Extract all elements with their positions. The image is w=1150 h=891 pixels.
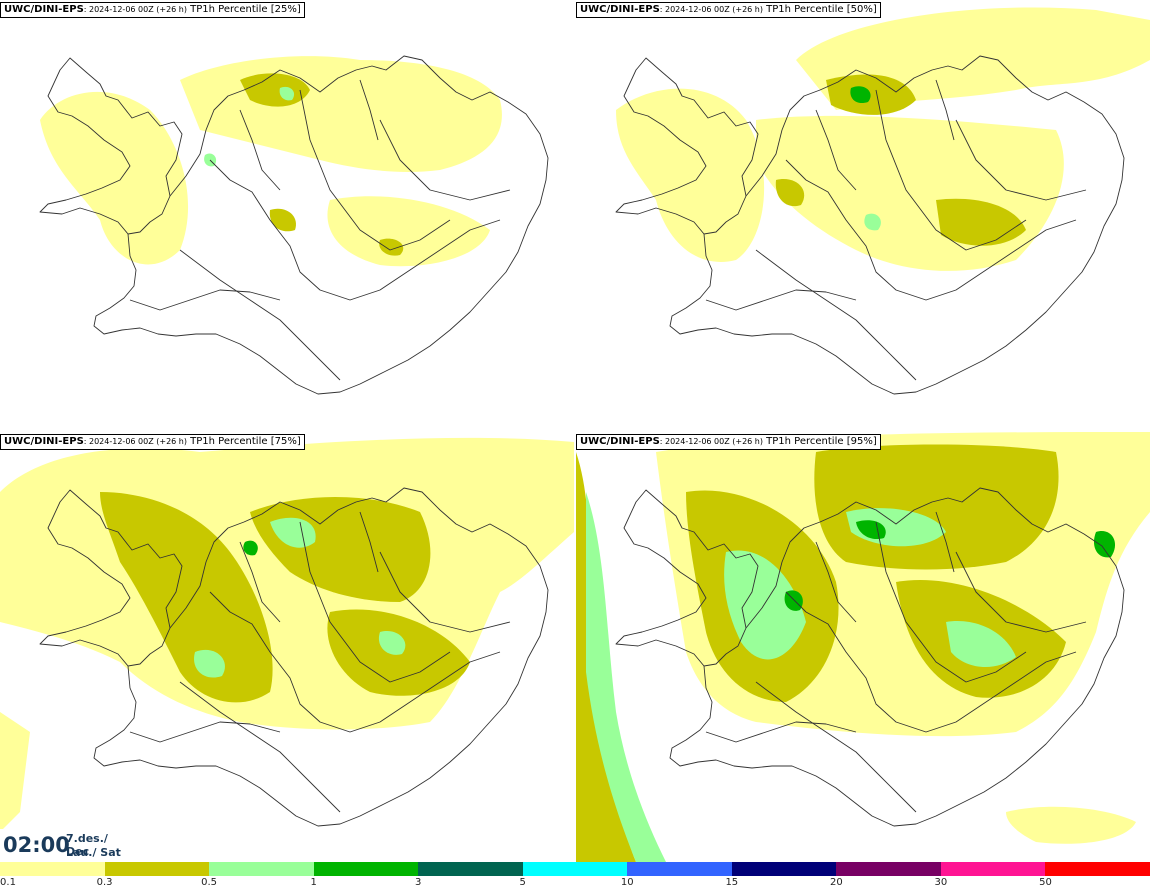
map-panel-p25: UWC/DINI-EPS: 2024-12-06 00Z (+26 h) TP1…: [0, 0, 574, 430]
field-name: TP1h Percentile [50%]: [762, 4, 877, 15]
colorbar-tick-label: 30: [934, 877, 948, 888]
colorbar-segment: [836, 862, 941, 876]
precip-map-p25: [39, 55, 549, 395]
colorbar-segment: [313, 862, 419, 876]
init-time: : 2024-12-06 00Z (+26 h): [659, 437, 763, 446]
colorbar-tick-label: 3: [414, 877, 422, 888]
precip-colorbar: [0, 862, 1150, 876]
model-name: UWC/DINI-EPS: [580, 436, 660, 447]
colorbar-segment: [940, 862, 1046, 876]
colorbar-tick-label: 50: [1039, 877, 1052, 888]
map-panel-p50: UWC/DINI-EPS: 2024-12-06 00Z (+26 h) TP1…: [576, 0, 1150, 430]
colorbar-tick-label: 5: [519, 877, 526, 888]
colorbar-segment: [731, 862, 837, 876]
init-time: : 2024-12-06 00Z (+26 h): [83, 5, 187, 14]
colorbar-segment: [1045, 862, 1150, 876]
field-name: TP1h Percentile [75%]: [186, 436, 301, 447]
field-name: TP1h Percentile [25%]: [186, 4, 301, 15]
valid-time: 02:00: [3, 833, 70, 857]
precip-map-p75: [0, 437, 574, 832]
colorbar-tick-label: 0.3: [96, 877, 113, 888]
init-time: : 2024-12-06 00Z (+26 h): [659, 5, 763, 14]
colorbar-tick-label: 0.1: [0, 877, 16, 888]
colorbar-tick-label: 20: [829, 877, 843, 888]
model-name: UWC/DINI-EPS: [4, 4, 84, 15]
colorbar-tick-label: 1: [310, 877, 317, 888]
colorbar-segment: [418, 862, 523, 876]
map-panel-p95: UWC/DINI-EPS: 2024-12-06 00Z (+26 h) TP1…: [576, 432, 1150, 862]
colorbar-segment: [0, 862, 105, 876]
precip-map-p50: [615, 7, 1150, 395]
map-panel-p75: UWC/DINI-EPS: 2024-12-06 00Z (+26 h) TP1…: [0, 432, 574, 862]
colorbar-segment: [209, 862, 314, 876]
panel-title: UWC/DINI-EPS: 2024-12-06 00Z (+26 h) TP1…: [0, 434, 305, 450]
colorbar-tick-label: 10: [620, 877, 634, 888]
valid-time-box: 02:00 7.des./ Dec Lau./ Sat: [0, 829, 128, 861]
colorbar-ticks: 0.1 0.3 0.5 1 3 5 10 15 20 30 50: [0, 877, 1150, 891]
colorbar-segment: [627, 862, 732, 876]
model-name: UWC/DINI-EPS: [580, 4, 660, 15]
init-time: : 2024-12-06 00Z (+26 h): [83, 437, 187, 446]
panel-title: UWC/DINI-EPS: 2024-12-06 00Z (+26 h) TP1…: [0, 2, 305, 18]
colorbar-tick-label: 15: [725, 877, 739, 888]
colorbar-segment: [104, 862, 210, 876]
field-name: TP1h Percentile [95%]: [762, 436, 877, 447]
precip-map-p95: [576, 432, 1150, 862]
valid-weekday: Lau./ Sat: [66, 846, 121, 859]
colorbar-segment: [522, 862, 628, 876]
panel-title: UWC/DINI-EPS: 2024-12-06 00Z (+26 h) TP1…: [576, 2, 881, 18]
model-name: UWC/DINI-EPS: [4, 436, 84, 447]
colorbar-tick-label: 0.5: [201, 877, 218, 888]
valid-date: 7.des./ Dec: [66, 832, 108, 858]
panel-title: UWC/DINI-EPS: 2024-12-06 00Z (+26 h) TP1…: [576, 434, 881, 450]
